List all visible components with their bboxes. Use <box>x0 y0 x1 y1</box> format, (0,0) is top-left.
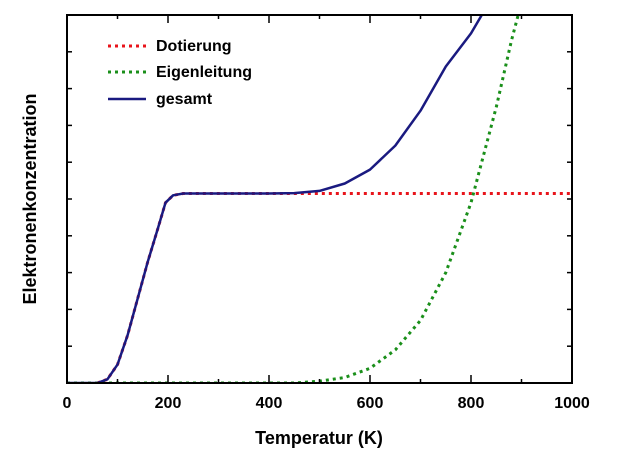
x-tick-label: 400 <box>256 395 283 412</box>
x-tick-label: 200 <box>155 395 182 412</box>
ticks-layer <box>66 15 573 383</box>
x-tick-label: 0 <box>63 395 72 412</box>
legend: Dotierung Eigenleitung gesamt <box>108 38 252 108</box>
x-tick-label: 800 <box>458 395 485 412</box>
x-tick-labels: 0 200 400 600 800 1000 <box>63 395 590 412</box>
series-line-eigenleitung <box>67 15 520 383</box>
legend-label-eigenleitung: Eigenleitung <box>156 64 252 81</box>
y-axis-title: Elektronenkonzentration <box>20 93 40 304</box>
series-line-dotierung <box>96 192 572 383</box>
legend-label-gesamt: gesamt <box>156 91 213 108</box>
plot-frame <box>66 14 573 384</box>
x-tick-label: 600 <box>357 395 384 412</box>
legend-label-dotierung: Dotierung <box>156 38 232 55</box>
x-tick-label: 1000 <box>554 395 590 412</box>
series-line-gesamt <box>67 15 484 383</box>
series-layer <box>67 15 572 383</box>
x-axis-title: Temperatur (K) <box>255 428 383 448</box>
